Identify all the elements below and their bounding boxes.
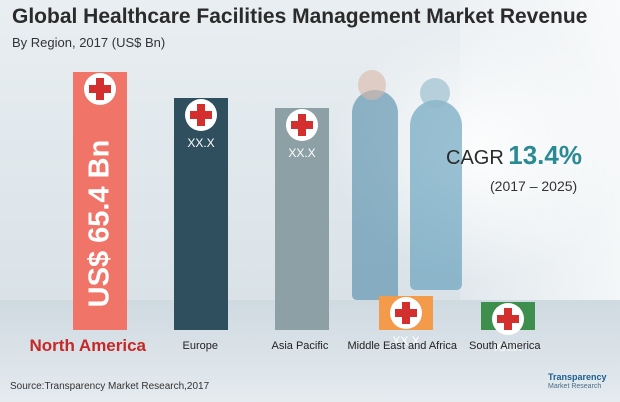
data-label: XX.X bbox=[288, 146, 316, 160]
red-cross-icon bbox=[286, 109, 318, 141]
background-figure-head bbox=[358, 70, 386, 100]
data-label: XX.X bbox=[392, 334, 420, 348]
category-label: Europe bbox=[182, 340, 218, 352]
cagr-value: 13.4% bbox=[508, 140, 582, 170]
company-logo: Transparency Market Research bbox=[548, 372, 607, 392]
logo-line1: Transparency bbox=[548, 372, 607, 382]
red-cross-icon bbox=[390, 297, 422, 329]
category-label: Middle East and Africa bbox=[347, 340, 457, 352]
source-note: Source:Transparency Market Research,2017 bbox=[10, 381, 210, 392]
data-label: XX.X bbox=[187, 136, 215, 150]
bar-north-america bbox=[73, 72, 127, 330]
chart-title: Global Healthcare Facilities Management … bbox=[12, 5, 588, 28]
background-figure bbox=[352, 90, 398, 300]
data-label: XX.X bbox=[494, 340, 522, 354]
background-figure bbox=[410, 100, 462, 290]
bar-asia-pacific bbox=[275, 108, 329, 330]
category-label: South America bbox=[469, 340, 541, 352]
red-cross-icon bbox=[84, 73, 116, 105]
cagr-callout: CAGR 13.4% bbox=[446, 140, 582, 171]
category-label: North America bbox=[29, 336, 147, 355]
bar-europe bbox=[174, 98, 228, 330]
red-cross-icon bbox=[492, 303, 524, 335]
cagr-label: CAGR bbox=[446, 147, 504, 169]
background-figure-head bbox=[420, 78, 450, 108]
cagr-period: (2017 – 2025) bbox=[490, 178, 578, 194]
category-label: Asia Pacific bbox=[271, 340, 329, 352]
chart-subtitle: By Region, 2017 (US$ Bn) bbox=[12, 35, 166, 50]
data-label: US$ 65.4 Bn bbox=[83, 139, 116, 307]
red-cross-icon bbox=[185, 99, 217, 131]
logo-line2: Market Research bbox=[548, 383, 602, 390]
